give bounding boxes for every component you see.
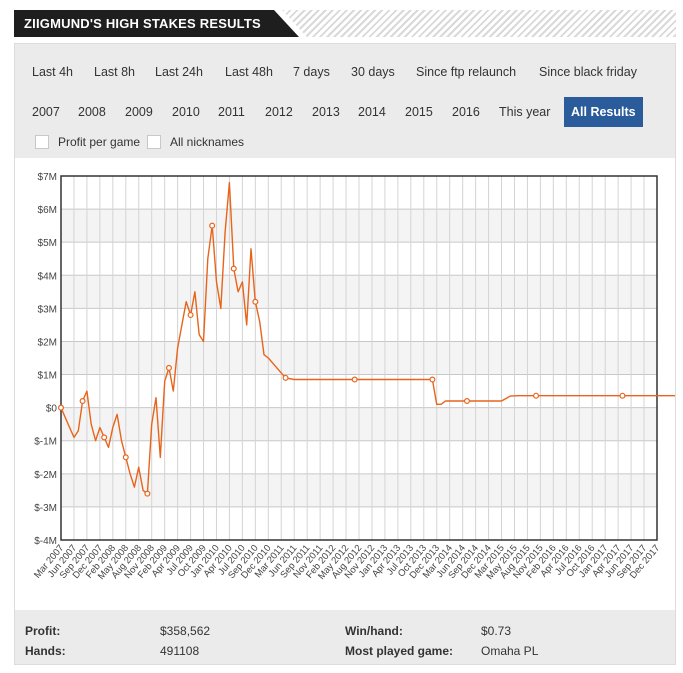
- filter-since-ftp-relaunch-button[interactable]: Since ftp relaunch: [416, 65, 517, 79]
- checkbox-label: All nicknames: [170, 135, 245, 149]
- profit-value: $358,562: [160, 624, 211, 638]
- most-played-label: Most played game:: [345, 644, 454, 658]
- profit-chart: $7M$6M$5M$4M$3M$2M$1M$0$-1M$-2M$-3M$-4MM…: [32, 172, 683, 582]
- series-marker: [122, 454, 129, 461]
- series-marker: [533, 392, 540, 399]
- checkbox-box[interactable]: [147, 135, 161, 149]
- filter-2011-button[interactable]: 2011: [218, 105, 245, 119]
- winhand-label: Win/hand:: [345, 624, 403, 638]
- profit-per-game-checkbox[interactable]: Profit per game: [35, 135, 140, 149]
- hands-value: 491108: [160, 644, 200, 658]
- title-hatch-decoration: [282, 10, 676, 37]
- series-marker: [463, 398, 470, 405]
- filter-last-4h-button[interactable]: Last 4h: [32, 65, 74, 79]
- filter-7-days-button[interactable]: 7 days: [293, 65, 330, 79]
- series-marker: [252, 298, 259, 305]
- y-tick-label: $0: [46, 404, 58, 415]
- y-tick-label: $-4M: [34, 536, 57, 547]
- results-panel: Last 4h Last 8h Last 24h Last 48h 7 days 30 d…: [14, 43, 683, 665]
- series-marker: [619, 392, 626, 399]
- title-background: [14, 10, 299, 37]
- y-tick-label: $5M: [38, 238, 57, 249]
- time-filter-row: Last 4h Last 8h Last 24h Last 48h 7 days 30 d…: [15, 57, 675, 87]
- filter-2007-button[interactable]: 2007: [32, 105, 60, 119]
- most-played-value: Omaha PL: [481, 644, 539, 658]
- hands-label: Hands:: [25, 644, 66, 658]
- filter-last-8h-button[interactable]: Last 8h: [94, 65, 136, 79]
- filter-2015-button[interactable]: 2015: [405, 105, 433, 119]
- y-tick-label: $6M: [38, 205, 57, 216]
- series-marker: [282, 374, 289, 381]
- filter-2016-button[interactable]: 2016: [452, 105, 480, 119]
- y-tick-label: $4M: [38, 271, 57, 282]
- series-marker: [187, 311, 194, 318]
- checkbox-box[interactable]: [35, 135, 49, 149]
- filter-2010-button[interactable]: 2010: [172, 105, 200, 119]
- plot-border: [60, 175, 658, 541]
- stats-panel: Profit: $358,562 Hands: 491108 Win/hand:…: [15, 610, 675, 664]
- y-tick-label: $2M: [38, 337, 57, 348]
- checkbox-label: Profit per game: [58, 135, 141, 149]
- filter-last-48h-button[interactable]: Last 48h: [225, 65, 273, 79]
- y-tick-label: $7M: [38, 172, 57, 183]
- filter-since-black-friday-button[interactable]: Since black friday: [539, 65, 637, 79]
- series-marker: [57, 404, 64, 411]
- filter-2014-button[interactable]: 2014: [358, 105, 386, 119]
- series-marker: [144, 490, 151, 497]
- filter-2009-button[interactable]: 2009: [125, 105, 153, 119]
- filter-last-24h-button[interactable]: Last 24h: [155, 65, 203, 79]
- y-tick-label: $-1M: [34, 437, 57, 448]
- y-tick-label: $-2M: [34, 470, 57, 481]
- series-marker: [165, 364, 172, 371]
- title-bar: ZIIGMUND'S HIGH STAKES RESULTS: [14, 10, 676, 37]
- filter-2013-button[interactable]: 2013: [312, 105, 340, 119]
- series-marker: [351, 376, 358, 383]
- series-marker: [230, 265, 237, 272]
- options-row: Profit per game All nicknames: [15, 135, 675, 151]
- y-tick-label: $-3M: [34, 503, 57, 514]
- profit-label: Profit:: [25, 624, 61, 638]
- filter-all-results-button[interactable]: All Results: [564, 97, 643, 127]
- all-nicknames-checkbox[interactable]: All nicknames: [147, 135, 244, 149]
- year-filter-row: 2007 2008 2009 2010 2011 2012 2013 2014 2015 2016…: [15, 97, 675, 127]
- series-marker: [209, 222, 216, 229]
- filter-2012-button[interactable]: 2012: [265, 105, 293, 119]
- page-title: ZIIGMUND'S HIGH STAKES RESULTS: [24, 16, 261, 31]
- filter-2008-button[interactable]: 2008: [78, 105, 106, 119]
- chart-area: $7M $6M $5M $4M $3M $2M $1M $0 $-1M $-2M $-3M $-4M M…: [15, 158, 683, 610]
- series-marker: [101, 434, 108, 441]
- filter-this-year-button[interactable]: This year: [499, 105, 551, 119]
- y-tick-label: $3M: [38, 304, 57, 315]
- filter-30-days-button[interactable]: 30 days: [351, 65, 395, 79]
- winhand-value: $0.73: [481, 624, 512, 638]
- series-marker: [79, 398, 86, 405]
- y-tick-label: $1M: [38, 371, 57, 382]
- series-marker: [429, 376, 436, 383]
